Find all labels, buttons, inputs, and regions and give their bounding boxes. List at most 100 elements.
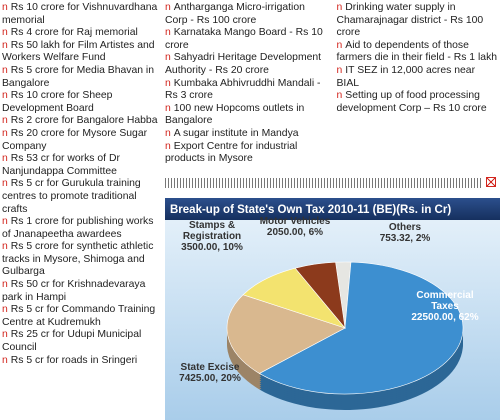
pie-slice	[258, 261, 464, 395]
bullet: n	[2, 64, 8, 76]
slice-label: Motor Vehicles 2050.00, 6%	[255, 216, 335, 238]
value-label: 7425.00, 20%	[179, 373, 241, 384]
item-text: Rs 1 crore for publishing works of Jnana…	[2, 216, 154, 240]
list-item: n Rs 50 cr for Krishnadevaraya park in Ha…	[2, 279, 158, 304]
value-label: 2050.00, 6%	[266, 227, 324, 238]
item-text: Sahyadri Heritage Development Authority …	[165, 52, 322, 76]
list-item: n Export Centre for industrial products i…	[165, 141, 327, 166]
item-text: Kumbaka Abhivruddhi Mandali - Rs 3 crore	[165, 77, 321, 102]
bullet: n	[165, 2, 171, 13]
list-item: n Rs 10 crore for Vishnuvardhana memorial	[2, 2, 158, 27]
title-bar	[165, 198, 500, 220]
value-label: 753.32, 2%	[379, 233, 431, 244]
list-item: n Rs 53 cr for works of Dr Nanjundappa Co…	[2, 153, 158, 178]
item-text: Export Centre for industrial products in…	[165, 140, 298, 165]
list-item: n Aid to dependents of those farmers die …	[337, 40, 499, 65]
item-text: Karnataka Mango Board - Rs 10 crore	[165, 27, 323, 51]
item-text: Rs 5 crore for Media Bhavan in Bangalore	[2, 64, 155, 89]
value-label: 22500.00, 62%	[411, 312, 479, 323]
bullet: n	[165, 127, 171, 139]
item-text: Rs 50 cr for Krishnadevaraya park in Ham…	[2, 279, 146, 303]
bullet: n	[2, 178, 8, 190]
bullet: n	[2, 39, 8, 51]
item-text: A sugar institute in Mandya	[173, 127, 299, 139]
bullet: n	[165, 52, 171, 64]
bullet: n	[336, 90, 343, 102]
bullet: n	[2, 127, 8, 139]
category-label: Others	[388, 222, 422, 233]
item-text: Rs 5 cr for Gurukula training centres to…	[2, 178, 141, 215]
bullet: n	[2, 354, 8, 366]
item-text: Rs 2 crore for Bangalore Habba	[10, 115, 158, 127]
list-item: n 100 new Hopcoms outlets in Bangalore	[165, 103, 327, 128]
bullet: n	[2, 216, 8, 228]
item-text: Aid to dependents of those farmers die i…	[336, 39, 498, 64]
list-item: n Kumbaka Abhivruddhi Mandali - Rs 3 cror…	[165, 78, 327, 103]
item-text: Rs 4 crore for Raj memorial	[10, 27, 138, 39]
item-text: Rs 53 cr for works of Dr Nanjundappa Com…	[2, 153, 120, 177]
slice-label: Others 753.32, 2%	[375, 222, 435, 244]
item-text: Rs 5 cr for roads in Sringeri	[10, 354, 138, 366]
bullet: n	[2, 279, 8, 291]
bullet: n	[165, 140, 171, 152]
value-label: 3500.00, 10%	[181, 242, 243, 253]
list-item: n Drinking water supply in Chamarajnagar …	[337, 2, 499, 40]
category-label: Commercial Taxes	[416, 290, 474, 312]
bullet: n	[2, 153, 8, 165]
slice-label: Stamps & Registration 3500.00, 10%	[172, 220, 252, 253]
bullet: n	[2, 115, 8, 127]
category-label: Stamps & Registration	[182, 220, 242, 242]
bullet: n	[165, 77, 171, 89]
list-item: n Rs 5 cr for Gurukula training centres t…	[2, 178, 158, 216]
item-text: Rs 50 lakh for Film Artistes and Workers…	[2, 39, 155, 64]
list-item: n Rs 5 crore for synthetic athletic track…	[2, 241, 158, 279]
category-label: State Excise	[180, 362, 240, 373]
item-text: 100 new Hopcoms outlets in Bangalore	[165, 102, 305, 127]
bullet: n	[2, 329, 8, 341]
list-item: n Rs 4 crore for Raj memorial	[2, 27, 158, 40]
bullet: n	[2, 27, 8, 39]
item-text: Rs 20 crore for Mysore Sugar Company	[2, 127, 148, 152]
list-item: n Rs 10 crore for Sheep Development Board	[2, 90, 158, 115]
list-item: n Rs 5 cr for Commando Training Centre at…	[2, 304, 158, 329]
pie-slice	[294, 261, 346, 330]
bullet: n	[336, 64, 343, 76]
bullet: n	[336, 39, 343, 51]
list-item: n Rs 1 crore for publishing works of Jnan…	[2, 216, 158, 241]
left-column: n Rs 10 crore for Vishnuvardhana memorial…	[2, 2, 158, 367]
item-text: Drinking water supply in Chamarajnagar d…	[336, 2, 484, 39]
bullet: n	[2, 304, 8, 316]
chart-title: Break-up of State's Own Tax 2010-11 (BE)…	[170, 204, 451, 216]
bullet: n	[2, 2, 8, 13]
category-label: Motor Vehicles	[259, 216, 331, 227]
close-icon	[486, 177, 496, 187]
item-text: Rs 10 crore for Sheep Development Board	[2, 90, 113, 114]
list-item: n Antharganga Micro-irrigation Corp - Rs …	[165, 2, 327, 27]
bullet: n	[165, 102, 171, 114]
separator	[165, 178, 483, 188]
item-text: Antharganga Micro-irrigation Corp - Rs 1…	[165, 2, 305, 26]
list-item: n Rs 25 cr for Udupi Municipal Council	[2, 329, 158, 354]
right-columns: n Antharganga Micro-irrigation Corp - Rs …	[165, 2, 498, 170]
item-text: Rs 5 crore for synthetic athletic tracks…	[2, 241, 154, 278]
item-text: Setting up of food processing developmen…	[336, 90, 487, 114]
list-item: n Rs 50 lakh for Film Artistes and Worker…	[2, 40, 158, 65]
list-item: n Rs 5 crore for Media Bhavan in Bangalor…	[2, 65, 158, 90]
list-item: n Rs 2 crore for Bangalore Habba	[2, 115, 158, 128]
list-item: n Rs 5 cr for roads in Sringeri	[2, 355, 158, 368]
item-text: Rs 25 cr for Udupi Municipal Council	[2, 329, 142, 354]
chart: Break-up of State's Own Tax 2010-11 (BE)…	[165, 198, 500, 420]
bullet: n	[2, 241, 8, 253]
pie-slice	[226, 294, 346, 374]
slice-label: State Excise 7425.00, 20%	[170, 362, 250, 384]
list-item: n IT SEZ in 12,000 acres near BIAL	[337, 65, 499, 90]
list-item: n Setting up of food processing developme…	[337, 90, 499, 115]
bullet: n	[336, 2, 343, 13]
bullet: n	[2, 90, 8, 102]
item-text: Rs 5 cr for Commando Training Centre at …	[2, 304, 156, 328]
list-item: n Rs 20 crore for Mysore Sugar Company	[2, 128, 158, 153]
slice-label: Commercial Taxes 22500.00, 62%	[405, 290, 485, 323]
bullet: n	[165, 27, 171, 39]
